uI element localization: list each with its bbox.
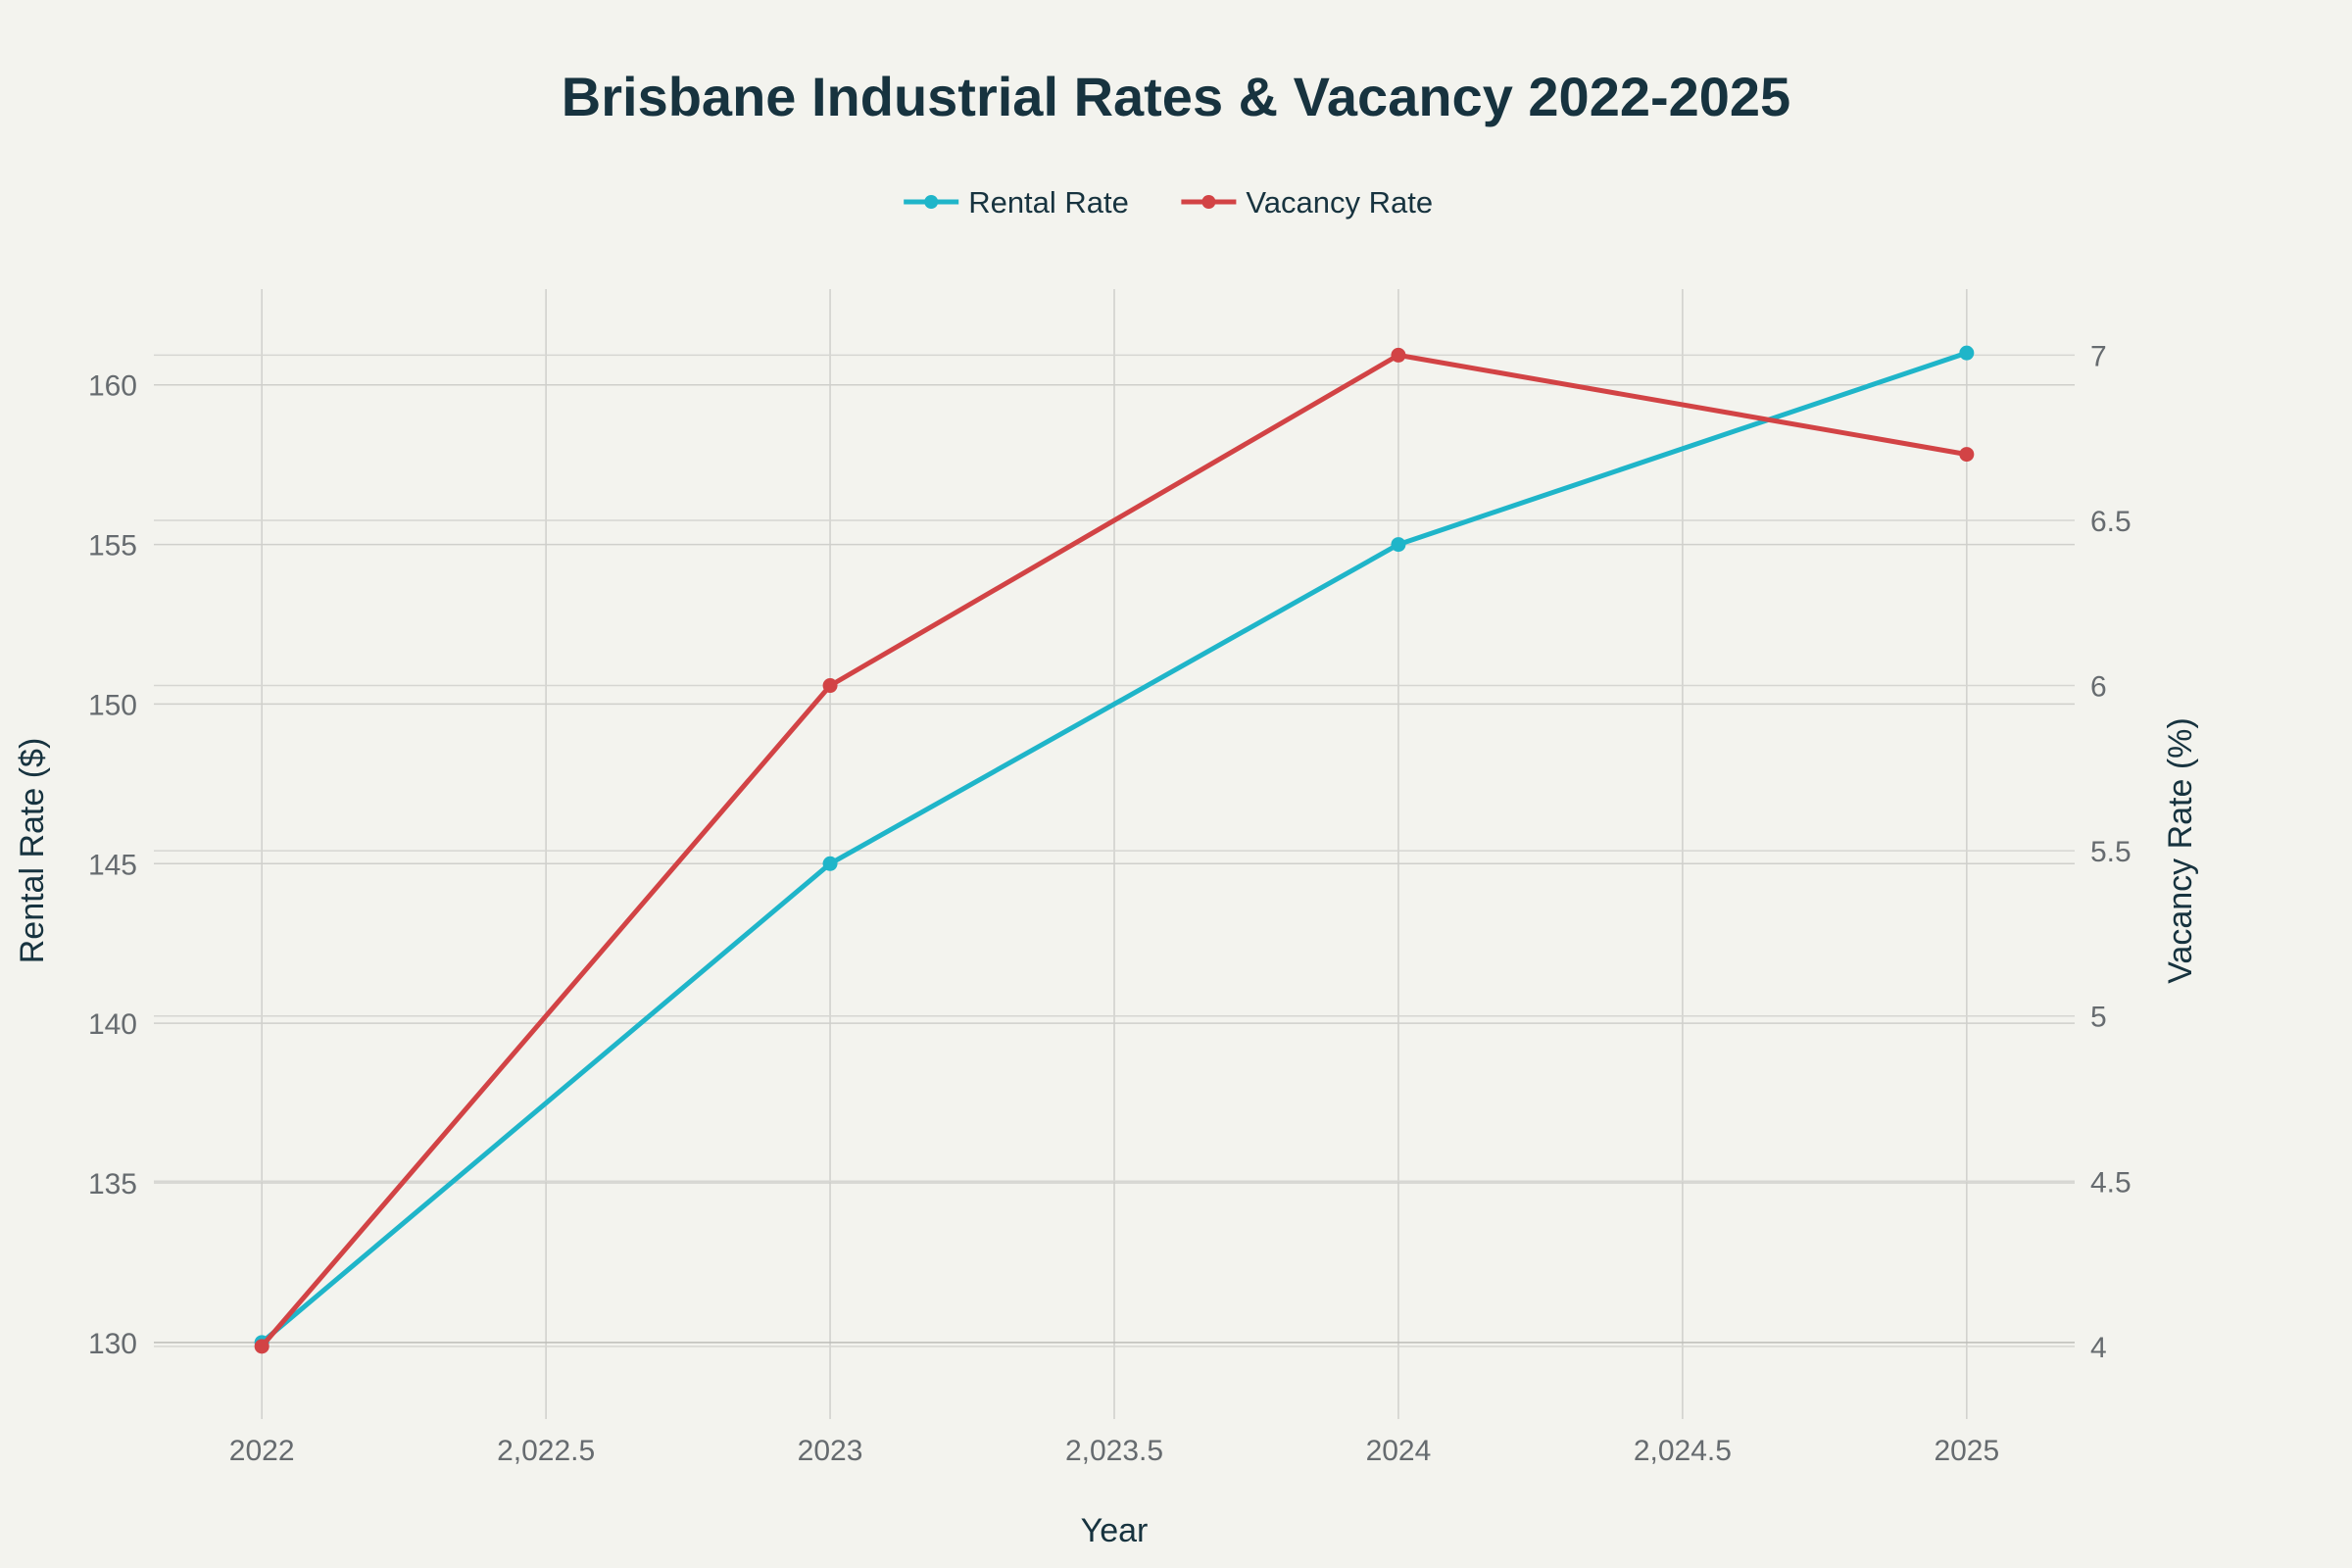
- chart-title: Brisbane Industrial Rates & Vacancy 2022…: [562, 66, 1790, 127]
- x-tick-label: 2025: [1934, 1435, 1999, 1467]
- vacancy-rate-point: [822, 678, 838, 694]
- y-tick-label: 140: [88, 1008, 137, 1041]
- y2-axis-title: Vacancy Rate (%): [2162, 717, 2199, 983]
- x-axis-title: Year: [1081, 1512, 1149, 1549]
- y2-tick-label: 4.5: [2090, 1166, 2132, 1199]
- y2-tick-label: 5.5: [2090, 836, 2132, 868]
- y-tick-label: 145: [88, 849, 137, 881]
- legend-label: Rental Rate: [968, 185, 1129, 220]
- y2-tick-label: 5: [2090, 1002, 2107, 1034]
- legend-item-rental-rate[interactable]: Rental Rate: [904, 185, 1129, 220]
- y-tick-label: 150: [88, 689, 137, 721]
- y2-tick-label: 4: [2090, 1332, 2107, 1364]
- rental-rate-point: [1959, 345, 1975, 361]
- x-tick-label: 2,024.5: [1634, 1435, 1732, 1467]
- x-tick-label: 2,023.5: [1065, 1435, 1163, 1467]
- rental-rate-point: [822, 856, 838, 871]
- legend[interactable]: Rental Rate Vacancy Rate: [904, 185, 1433, 220]
- rental-rate-line: [259, 350, 1970, 1346]
- vacancy-rate-point: [254, 1339, 270, 1354]
- series-layer: [254, 345, 1975, 1354]
- y-tick-label: 135: [88, 1168, 137, 1200]
- legend-swatch-marker: [924, 195, 939, 209]
- legend-swatch-marker: [1201, 195, 1216, 209]
- y2-tick-label: 6: [2090, 671, 2107, 704]
- y-tick-label: 130: [88, 1328, 137, 1360]
- x-tick-label: 2023: [798, 1435, 863, 1467]
- vacancy-rate-line: [259, 352, 1970, 1349]
- y-tick-label: 160: [88, 370, 137, 403]
- tick-layer: 2022 2,022.5 2023 2,023.5 2024 2,024.5 2025 130…: [88, 340, 2132, 1467]
- x-tick-label: 2,022.5: [497, 1435, 595, 1467]
- y-axis-title: Rental Rate ($): [14, 738, 51, 964]
- rental-rate-point: [1391, 537, 1406, 553]
- y2-tick-label: 6.5: [2090, 506, 2132, 538]
- legend-item-vacancy-rate[interactable]: Vacancy Rate: [1181, 185, 1433, 220]
- vacancy-rate-point: [1959, 447, 1975, 463]
- legend-label: Vacancy Rate: [1246, 185, 1433, 220]
- vacancy-rate-point: [1391, 347, 1406, 363]
- grid-layer: [154, 289, 2075, 1419]
- x-tick-label: 2024: [1366, 1435, 1432, 1467]
- x-tick-label: 2022: [229, 1435, 295, 1467]
- y2-tick-label: 7: [2090, 340, 2107, 372]
- y-tick-label: 155: [88, 530, 137, 563]
